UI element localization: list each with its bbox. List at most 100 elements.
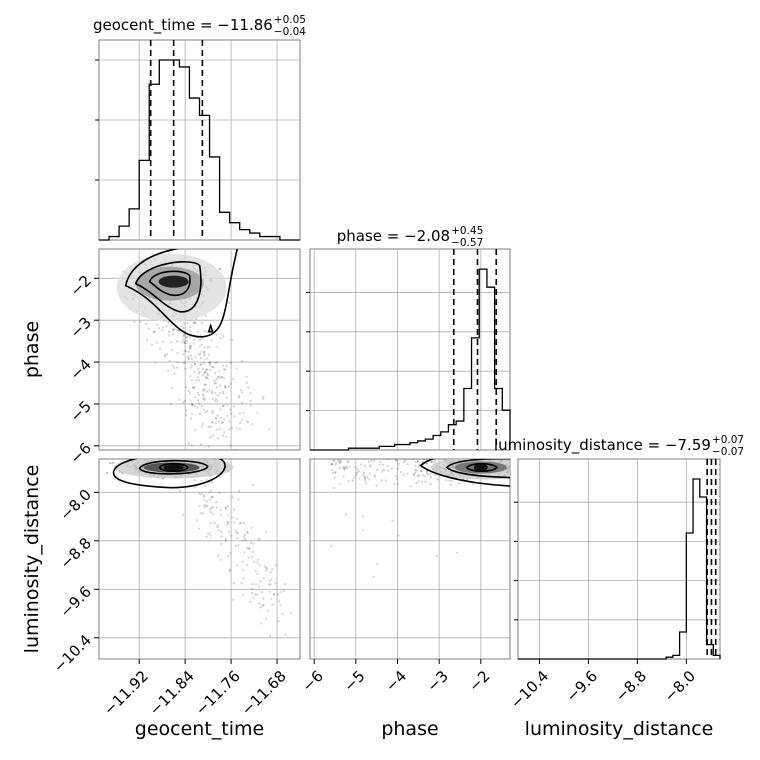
sample-point — [241, 560, 244, 563]
sample-point — [386, 455, 388, 457]
y-tick-label: −6 — [67, 439, 95, 467]
sample-point — [211, 397, 214, 401]
sample-point — [275, 564, 278, 567]
sample-point — [511, 472, 513, 474]
sample-point — [215, 377, 218, 381]
sample-point — [363, 476, 367, 479]
sample-point — [379, 460, 382, 464]
y-tick-label: −5 — [67, 397, 95, 425]
contour-inner — [148, 270, 191, 297]
sample-point — [332, 460, 335, 463]
sample-point — [192, 342, 195, 345]
sample-point — [333, 486, 336, 489]
sample-point — [178, 398, 181, 401]
sample-point — [209, 508, 212, 511]
sample-point — [233, 415, 236, 418]
sample-point — [511, 474, 513, 476]
sample-point — [515, 462, 517, 464]
sample-point — [193, 362, 197, 365]
sample-point — [247, 556, 250, 559]
contour-middle — [134, 261, 202, 313]
sample-point — [256, 572, 259, 576]
sample-point — [397, 534, 400, 537]
sample-point — [205, 368, 208, 371]
sample-point — [333, 459, 336, 462]
sample-point — [338, 460, 341, 464]
sample-point — [170, 386, 174, 389]
sample-point — [223, 431, 226, 434]
sample-point — [209, 425, 212, 428]
sample-point — [198, 505, 201, 508]
contour-outer — [112, 459, 226, 489]
sample-point — [206, 357, 209, 360]
sample-point — [425, 471, 429, 474]
sample-point — [393, 482, 396, 485]
sample-point — [161, 326, 165, 329]
sample-point — [212, 366, 215, 369]
sample-point — [241, 401, 244, 405]
sample-point — [355, 472, 359, 475]
sample-point — [218, 375, 221, 378]
sample-point — [203, 353, 206, 356]
sample-point — [193, 478, 196, 482]
sample-point — [456, 551, 459, 554]
sample-point — [211, 391, 214, 395]
sample-point — [195, 379, 198, 382]
sample-point — [384, 459, 387, 460]
sample-point — [425, 462, 429, 465]
sample-point — [414, 464, 417, 467]
sample-point — [204, 370, 207, 373]
sample-point — [234, 448, 237, 450]
sample-point — [215, 501, 218, 504]
sample-point — [281, 612, 284, 616]
sample-point — [216, 361, 219, 364]
sample-point — [109, 462, 112, 465]
sample-point — [214, 399, 217, 403]
sample-point — [202, 361, 206, 365]
sample-point — [216, 400, 219, 403]
sample-point — [348, 465, 351, 468]
sample-point — [394, 459, 397, 462]
sample-point — [249, 541, 253, 545]
sample-point — [330, 469, 333, 472]
sample-point — [231, 496, 234, 499]
sample-point — [334, 463, 337, 467]
sample-point — [182, 333, 186, 336]
sample-point — [200, 343, 204, 346]
sample-point — [338, 462, 341, 465]
sample-point — [190, 417, 193, 420]
sample-point — [230, 412, 233, 415]
sample-point — [214, 382, 218, 385]
sample-point — [216, 526, 219, 529]
sample-point — [225, 435, 228, 439]
sample-point — [205, 376, 208, 379]
sample-point — [406, 472, 409, 475]
sample-point — [204, 376, 208, 379]
sample-point — [163, 355, 167, 358]
sample-point — [227, 385, 230, 388]
sample-point — [279, 604, 282, 607]
sample-point — [219, 391, 222, 394]
sample-point — [277, 600, 281, 603]
sample-point — [219, 508, 222, 511]
sample-point — [267, 583, 270, 586]
sample-point — [203, 505, 206, 509]
sample-point — [203, 503, 206, 506]
sample-point — [199, 363, 203, 366]
sample-point — [192, 338, 195, 342]
sample-point — [347, 479, 350, 482]
sample-point — [262, 577, 265, 580]
sample-point — [269, 571, 272, 574]
sample-point — [515, 466, 517, 468]
sample-point — [200, 479, 203, 482]
contour-middle — [445, 459, 510, 479]
sample-point — [229, 361, 233, 364]
sample-point — [217, 376, 220, 379]
sample-point — [373, 459, 376, 462]
sample-point — [222, 392, 225, 395]
sample-point — [192, 386, 195, 389]
contour-island — [207, 323, 214, 333]
sample-point — [195, 519, 199, 522]
sample-point — [224, 507, 227, 510]
sample-point — [176, 361, 179, 364]
